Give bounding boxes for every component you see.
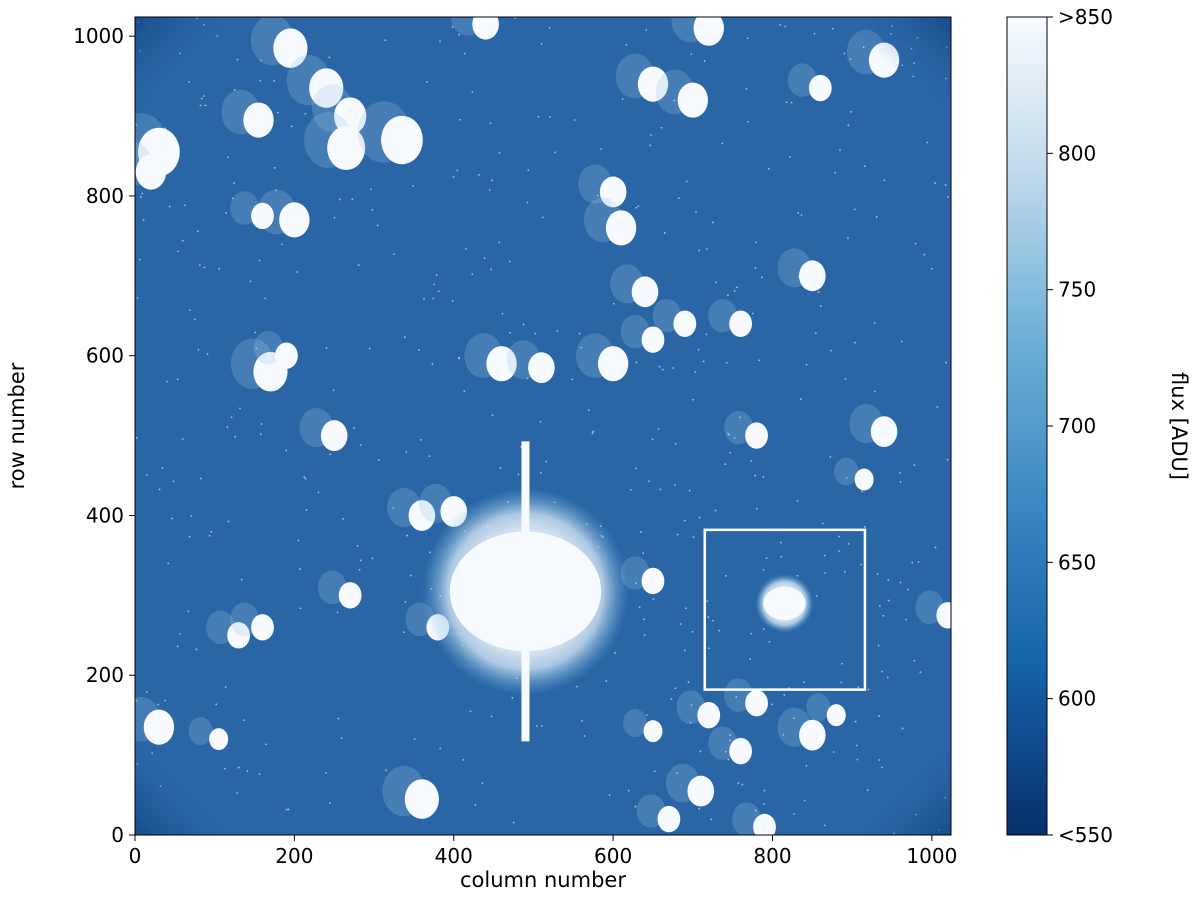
highlight-box	[703, 528, 867, 691]
colorbar-tick-label: 650	[1058, 550, 1096, 574]
image-area	[135, 17, 951, 835]
y-tick-label: 400	[86, 503, 124, 527]
x-tick-label: 800	[753, 844, 791, 868]
axes-frame	[134, 16, 952, 836]
x-tick-label: 200	[275, 844, 313, 868]
colorbar-tick-label: 600	[1058, 687, 1096, 711]
colorbar-tick-label: 750	[1058, 278, 1096, 302]
y-tick-label: 200	[86, 663, 124, 687]
y-tick-label: 0	[111, 823, 124, 847]
colorbar-label: flux [ADU]	[1167, 372, 1191, 480]
y-tick-label: 1000	[73, 24, 124, 48]
colorbar	[1006, 16, 1048, 836]
x-tick-label: 400	[435, 844, 473, 868]
x-tick-label: 0	[129, 844, 142, 868]
colorbar-tick-label: 700	[1058, 414, 1096, 438]
colorbar-tick-label: >850	[1058, 5, 1113, 29]
colorbar-tick-label: 800	[1058, 141, 1096, 165]
x-axis-label: column number	[460, 868, 626, 892]
vignette	[135, 17, 951, 835]
y-axis-label: row number	[5, 362, 29, 489]
x-tick-label: 1000	[906, 844, 957, 868]
y-tick-label: 800	[86, 184, 124, 208]
x-axis: 0 200 400 600 800 1000	[129, 835, 957, 868]
x-tick-label: 600	[594, 844, 632, 868]
colorbar-ticks: <550 600 650 700 750 800 >850	[1047, 5, 1113, 847]
y-tick-label: 600	[86, 344, 124, 368]
y-axis: 0 200 400 600 800 1000	[73, 24, 135, 847]
colorbar-tick-label: <550	[1058, 823, 1113, 847]
